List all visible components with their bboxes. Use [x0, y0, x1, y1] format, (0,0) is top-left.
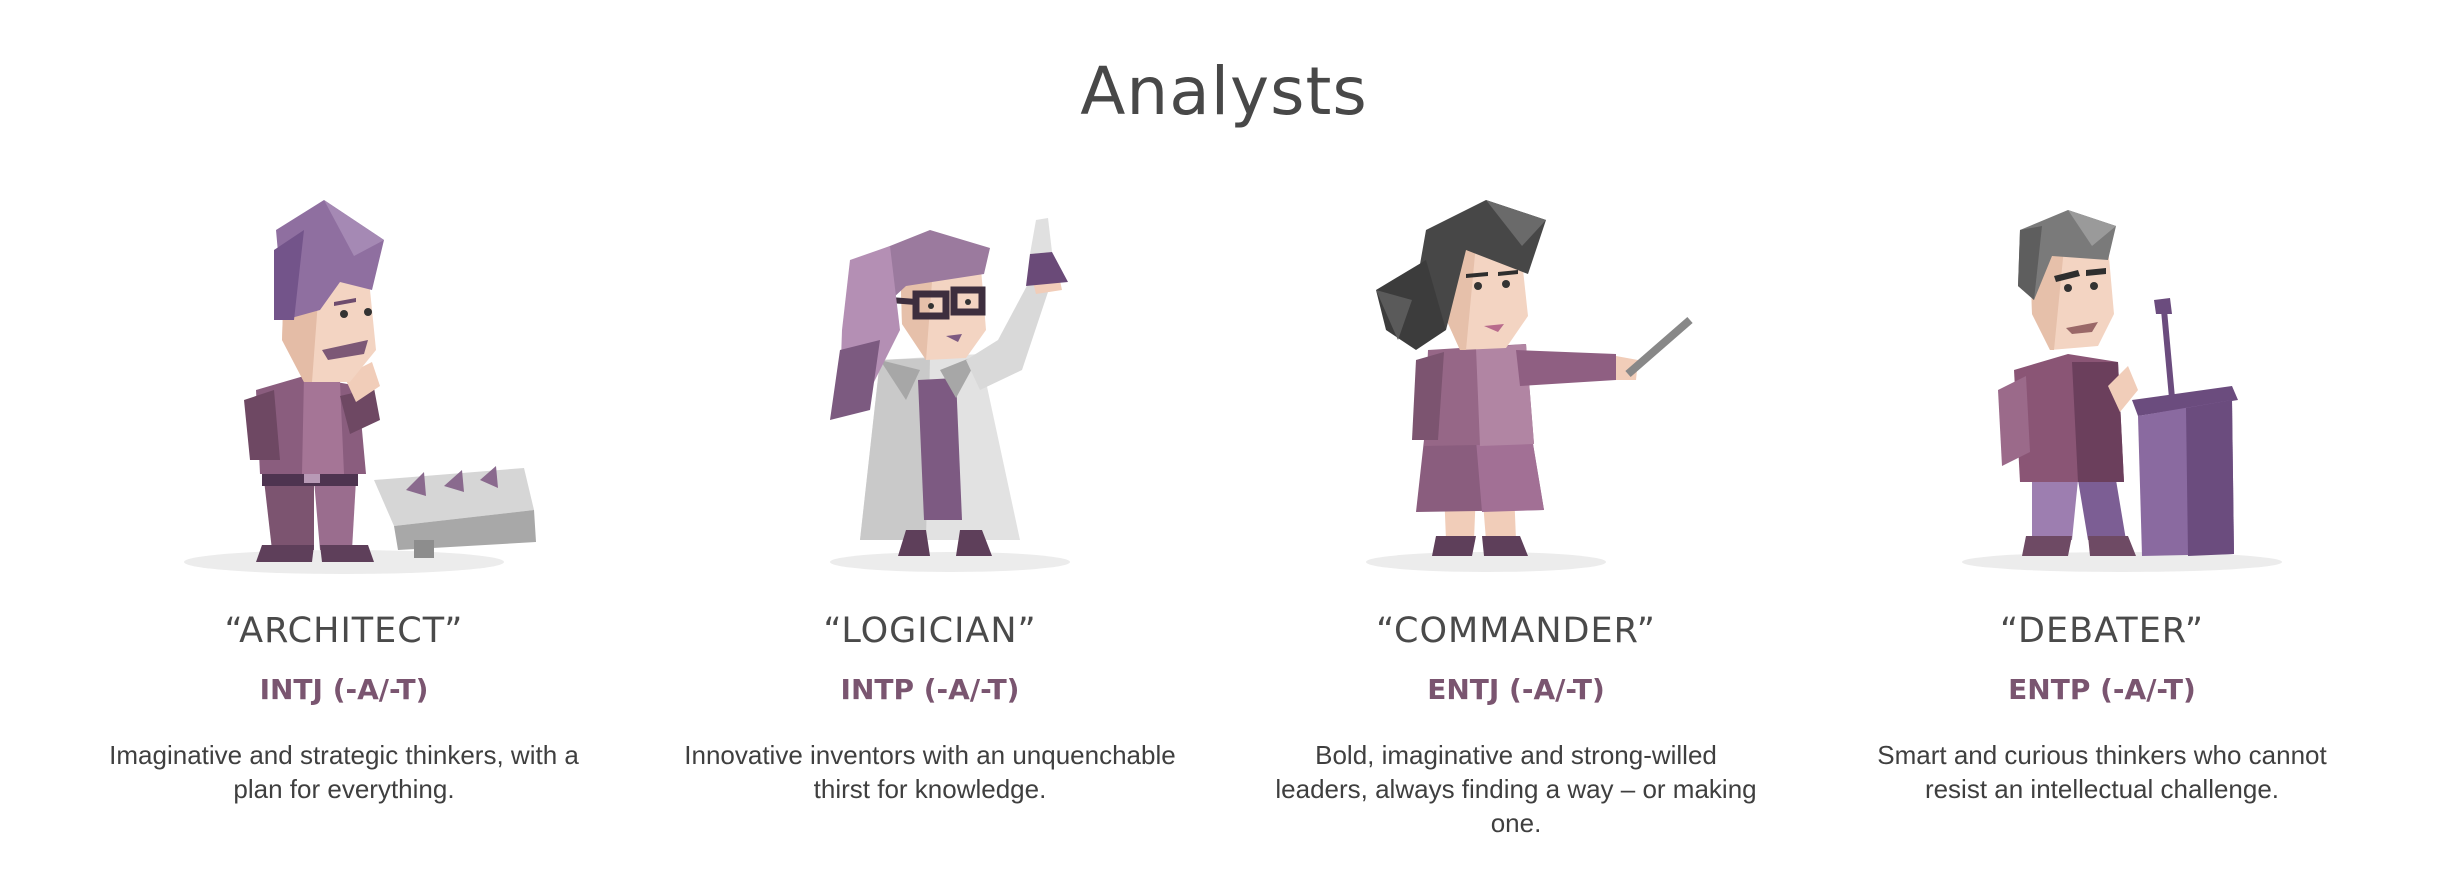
card-debater[interactable]: “DEBATER” ENTP (-A/-T) Smart and curious…: [1842, 190, 2362, 870]
card-description: Bold, imaginative and strong-willed lead…: [1275, 740, 1757, 838]
card-type-code[interactable]: INTJ (-A/-T): [259, 673, 429, 706]
debater-illustration: [1962, 210, 2282, 572]
card-description: Innovative inventors with an unquenchabl…: [684, 740, 1176, 804]
card-architect[interactable]: “ARCHITECT” INTJ (-A/-T) Imaginative and…: [84, 190, 604, 870]
card-type-code[interactable]: INTP (-A/-T): [840, 673, 1020, 706]
card-commander[interactable]: “COMMANDER” ENTJ (-A/-T) Bold, imaginati…: [1256, 190, 1776, 870]
card-logician[interactable]: “LOGICIAN” INTP (-A/-T) Innovative inven…: [670, 190, 1190, 870]
card-nickname: “ARCHITECT”: [224, 611, 464, 651]
logician-illustration: [830, 218, 1070, 572]
architect-illustration: [184, 200, 536, 574]
card-type-code[interactable]: ENTP (-A/-T): [2008, 673, 2196, 706]
card-nickname: “LOGICIAN”: [823, 611, 1037, 651]
card-nickname: “COMMANDER”: [1376, 611, 1656, 651]
card-description: Imaginative and strategic thinkers, with…: [109, 740, 579, 804]
commander-illustration: [1366, 200, 1693, 572]
card-nickname: “DEBATER”: [1999, 611, 2205, 651]
card-type-code[interactable]: ENTJ (-A/-T): [1427, 673, 1605, 706]
section-title: Analysts: [1080, 53, 1368, 130]
card-description: Smart and curious thinkers who cannot re…: [1877, 740, 2327, 804]
